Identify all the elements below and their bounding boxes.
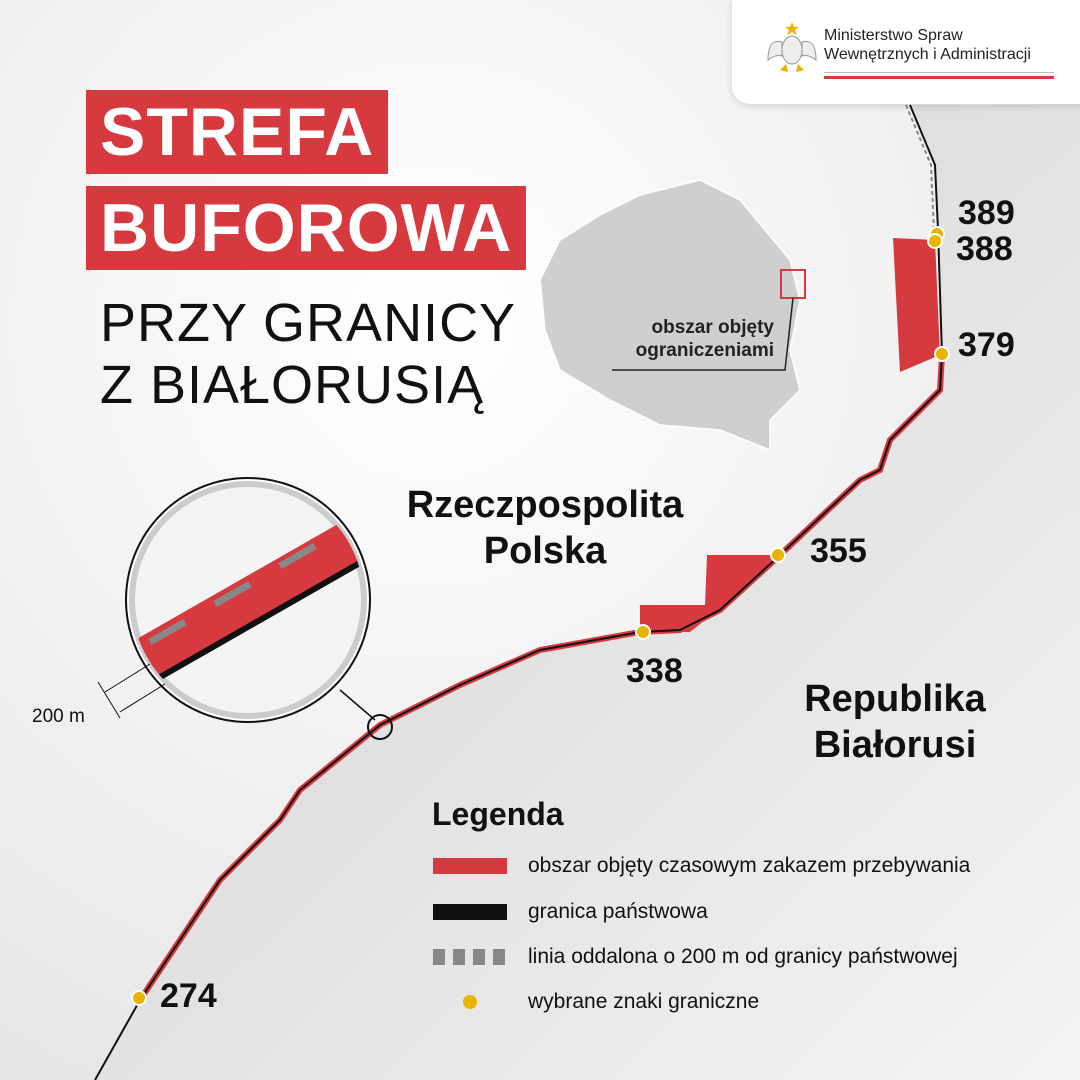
marker-label-388: 388 (956, 230, 1013, 268)
poland-outline (539, 179, 801, 452)
200m-line (905, 104, 935, 233)
logo-red-line (824, 76, 1054, 79)
title-line1: STREFA (86, 90, 389, 174)
title-line2: BUFOROWA (86, 186, 527, 270)
legend-label: wybrane znaki graniczne (528, 990, 760, 1013)
legend-item: granica państwowa (432, 897, 708, 927)
marker-label-389: 389 (958, 194, 1015, 232)
buffer-zone (893, 238, 940, 372)
border-markers (131, 226, 950, 1006)
legend-item: linia oddalona o 200 m od granicy państw… (432, 942, 958, 972)
legend-item: obszar objęty czasowym zakazem przebywan… (432, 851, 970, 881)
legend-label: obszar objęty czasowym zakazem przebywan… (528, 854, 971, 877)
ministry-name-line1: Ministerstwo Spraw (824, 27, 963, 44)
logo-divider (824, 72, 1054, 73)
belarus-name-line2: Białorusi (813, 724, 977, 766)
marker-388 (927, 233, 943, 249)
poland-label: Rzeczpospolita Polska (390, 482, 700, 574)
scale-label: 200 m (32, 706, 85, 727)
legend-item: wybrane znaki graniczne (432, 987, 759, 1017)
callout-leader (612, 297, 794, 371)
callout-line2: ograniczeniami (635, 340, 774, 361)
marker-label-338: 338 (626, 652, 683, 690)
marker-379 (934, 346, 950, 362)
ministry-name-line2: Wewnętrznych i Administracji (824, 46, 1031, 63)
subtitle-line2: Z BIAŁORUSIĄ (100, 355, 485, 415)
belarus-area (95, 105, 1080, 1080)
ministry-logo-card: Ministerstwo Spraw Wewnętrznych i Admini… (732, 0, 1080, 104)
buffer-zone (640, 555, 775, 632)
belarus-label: Republika Białorusi (770, 676, 1020, 768)
callout-line1: obszar objęty (651, 317, 774, 338)
red-bar-icon (433, 858, 507, 874)
marker-338 (635, 624, 651, 640)
polish-eagle-icon (767, 22, 817, 72)
marker-label-274: 274 (160, 977, 217, 1015)
marker-355 (770, 547, 786, 563)
marker-label-379: 379 (958, 326, 1015, 364)
magnifier (97, 477, 393, 740)
ministry-name: Ministerstwo Spraw Wewnętrznych i Admini… (824, 26, 1031, 64)
legend-label: granica państwowa (528, 900, 708, 923)
subtitle-line1: PRZY GRANICY (100, 293, 517, 353)
legend-title: Legenda (432, 796, 564, 832)
marker-label-355: 355 (810, 532, 867, 570)
black-bar-icon (433, 904, 507, 920)
yellow-dot-icon (463, 995, 477, 1009)
restricted-area-callout: obszar objęty ograniczeniami (612, 316, 774, 362)
poland-name: Rzeczpospolita Polska (406, 484, 684, 572)
subtitle: PRZY GRANICY Z BIAŁORUSIĄ (100, 292, 516, 416)
legend-label: linia oddalona o 200 m od granicy państw… (528, 945, 958, 968)
marker-274 (131, 990, 147, 1006)
gray-dashed-icon (433, 949, 507, 965)
belarus-name-line1: Republika (804, 678, 986, 720)
